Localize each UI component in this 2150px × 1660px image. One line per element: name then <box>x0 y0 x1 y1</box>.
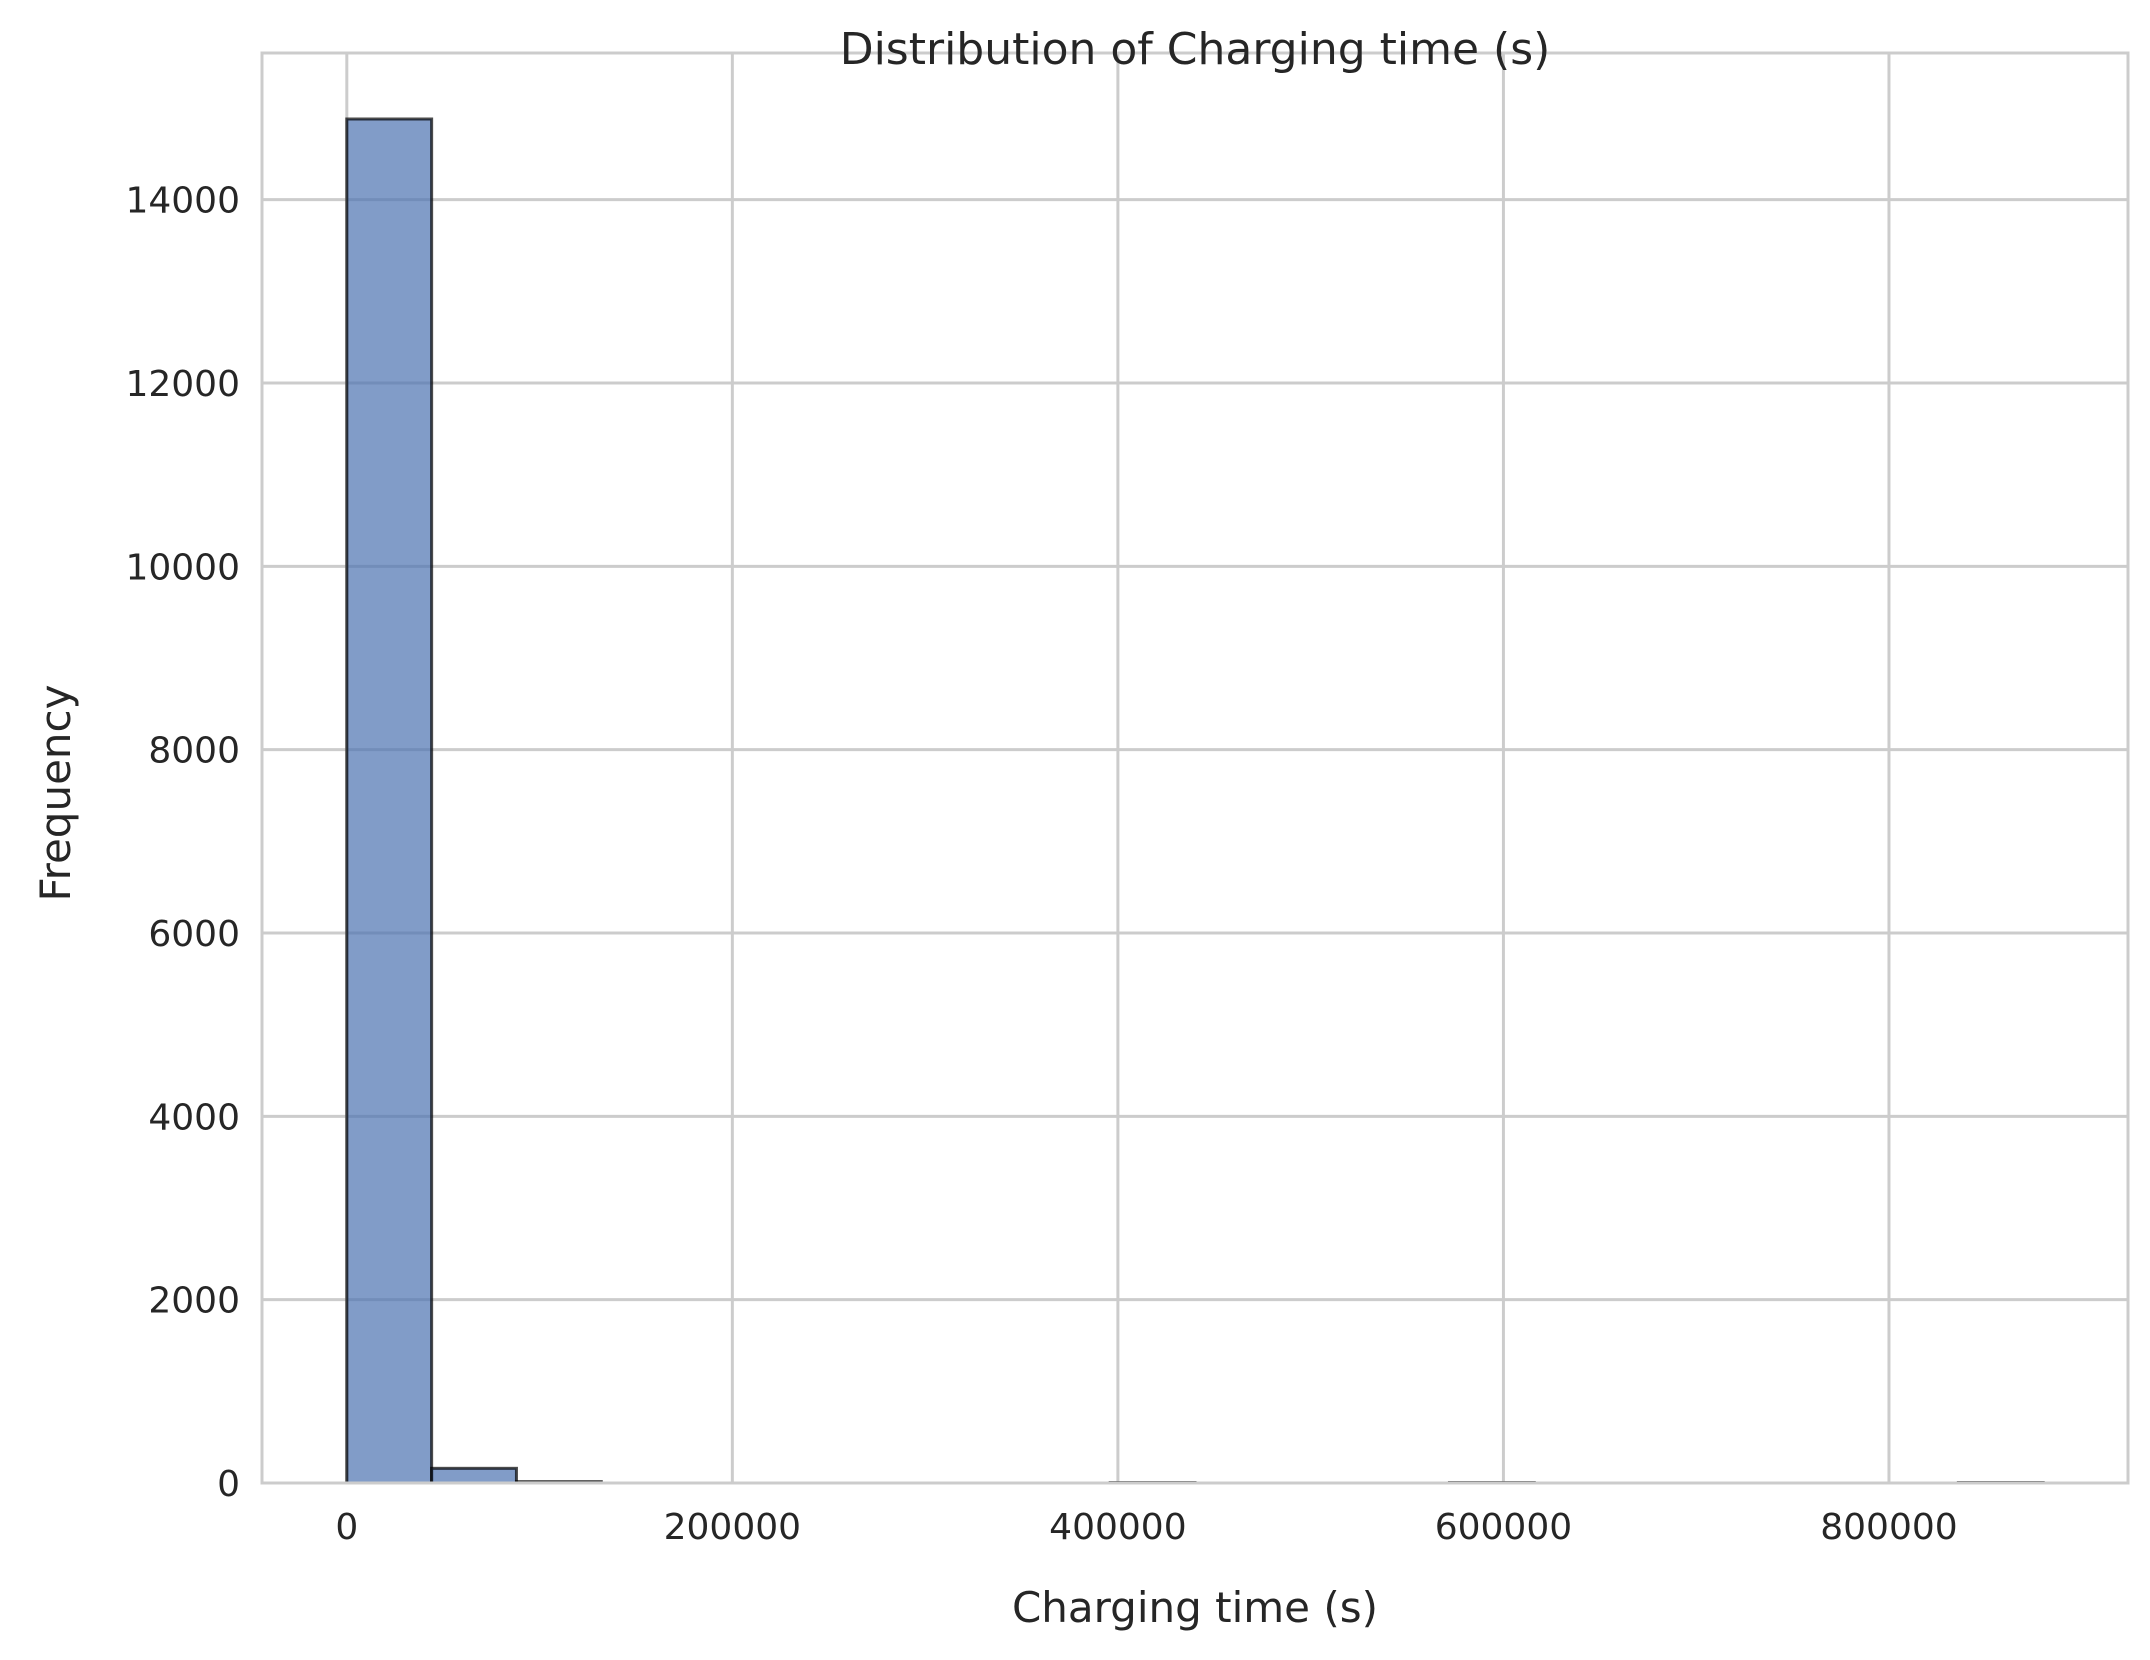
y-tick-label: 8000 <box>148 731 240 772</box>
x-tick-label: 0 <box>335 1507 358 1548</box>
x-tick-label: 800000 <box>1820 1507 1957 1548</box>
x-tick-label: 400000 <box>1049 1507 1186 1548</box>
y-tick-label: 0 <box>217 1464 240 1505</box>
y-tick-label: 10000 <box>125 547 240 588</box>
histogram-bar <box>432 1468 517 1483</box>
x-axis-label: Charging time (s) <box>1012 1583 1378 1632</box>
y-tick-label: 2000 <box>148 1281 240 1322</box>
chart-title: Distribution of Charging time (s) <box>840 24 1551 75</box>
x-tick-label: 600000 <box>1435 1507 1572 1548</box>
y-axis-label: Frequency <box>31 685 80 902</box>
y-tick-label: 4000 <box>148 1097 240 1138</box>
y-tick-label: 14000 <box>125 181 240 222</box>
histogram-bar <box>347 119 432 1483</box>
y-tick-label: 12000 <box>125 364 240 405</box>
y-tick-label: 6000 <box>148 914 240 955</box>
x-tick-label: 200000 <box>664 1507 801 1548</box>
